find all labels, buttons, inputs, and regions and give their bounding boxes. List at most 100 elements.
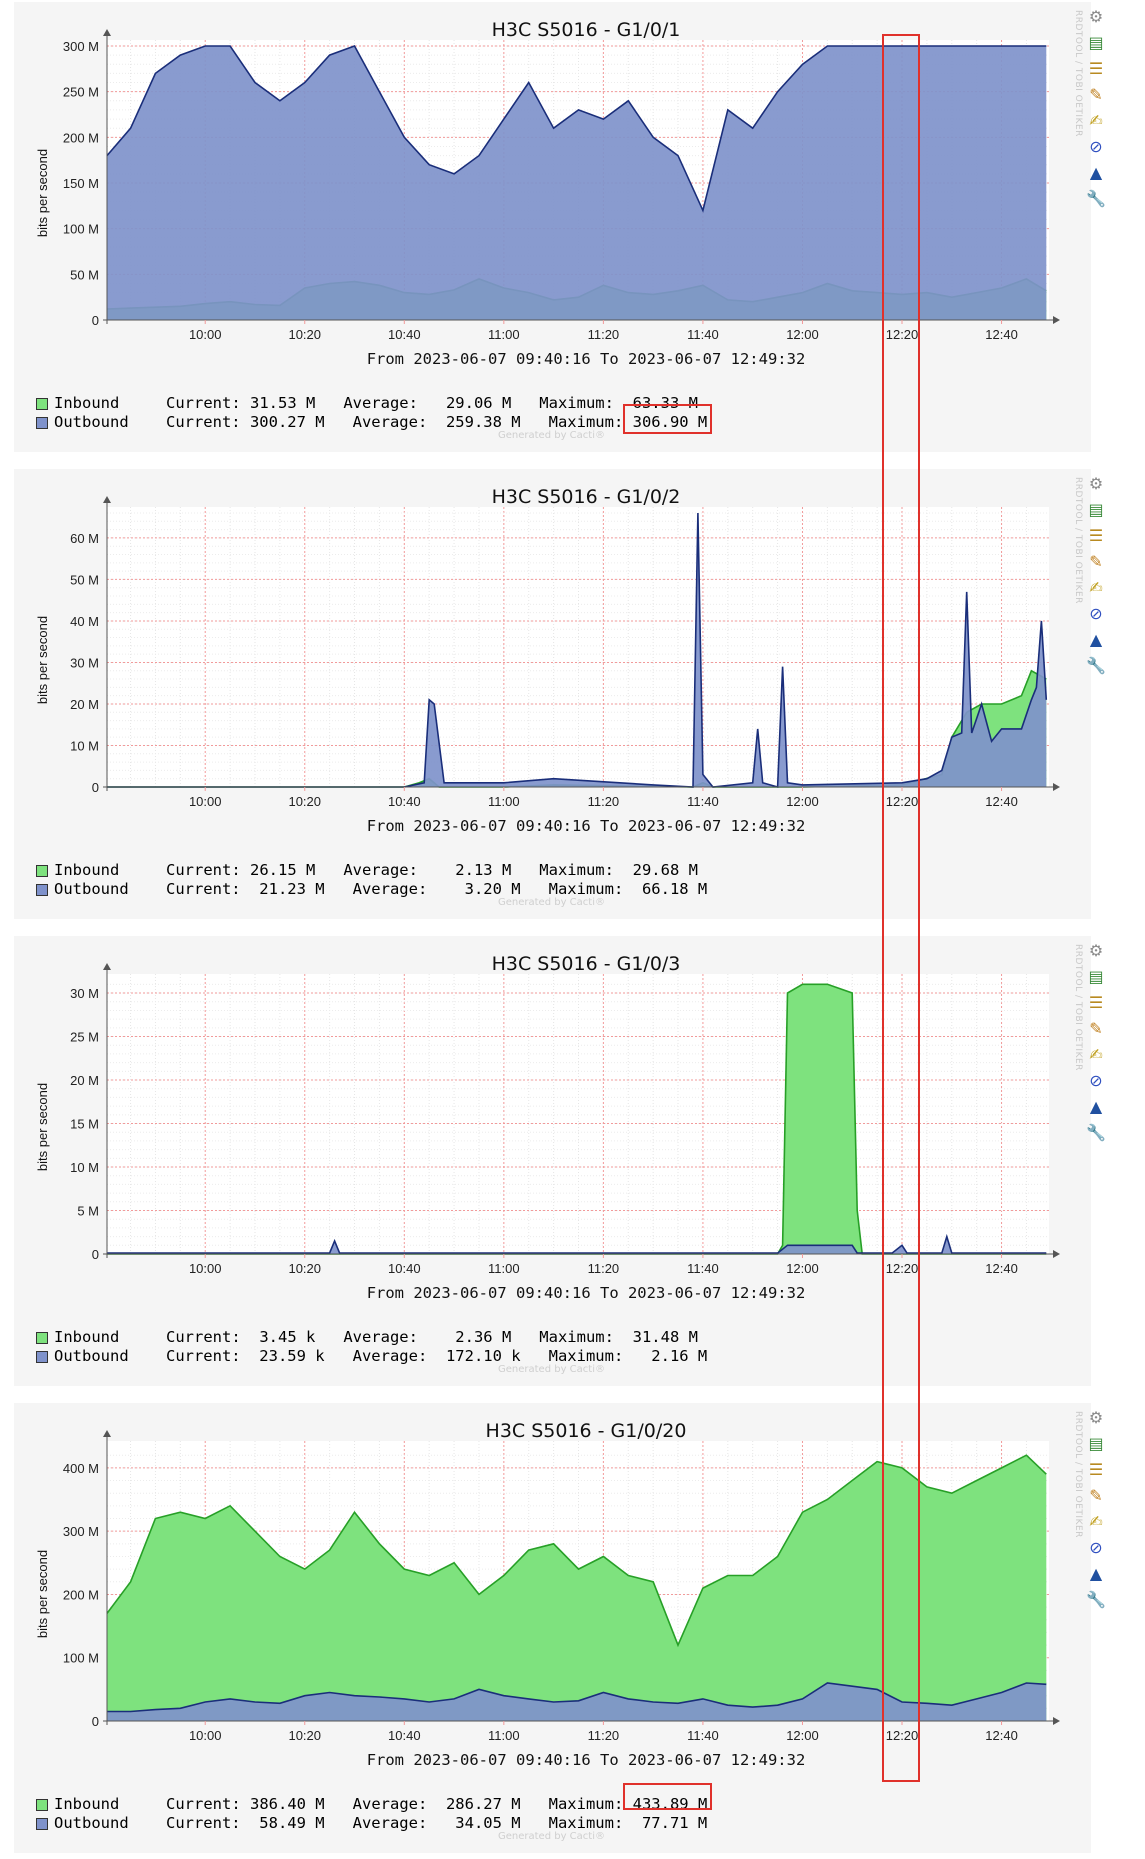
list-icon[interactable]: ☰ [1088,992,1104,1012]
y-axis-label: bits per second [35,1550,50,1638]
wrench-icon[interactable]: 🔧 [1086,655,1106,675]
x-tick-label: 12:00 [786,794,819,809]
highlight-column-1220 [882,34,920,1782]
chart-g1-0-3[interactable]: 0 5 M 10 M 15 M 20 M 25 M 30 M 10:00 10:20 10:40 1… [14,936,1091,1386]
x-tick-label: 11:20 [588,1261,620,1276]
realtime-icon[interactable]: ▲ [1089,1563,1103,1583]
graph-export-icon[interactable]: ▤ [1088,966,1104,986]
gear-icon[interactable]: ⚙ [1088,1407,1104,1427]
maximum-label: Maximum: [539,1328,614,1346]
graph-export-icon[interactable]: ▤ [1088,499,1104,519]
list-icon[interactable]: ☰ [1088,58,1104,78]
chart-title: H3C S5016 - G1/0/20 [486,1420,687,1442]
edit-template-icon[interactable]: ✍ [1089,110,1103,130]
maximum-label: Maximum: [539,861,614,879]
inbound-maximum: 29.68 M [613,861,698,879]
y-axis-label: bits per second [35,616,50,704]
edit-template-icon[interactable]: ✍ [1089,577,1103,597]
wrench-icon[interactable]: 🔧 [1086,1589,1106,1609]
generated-by-text: Generated by Cacti® [498,430,605,441]
graph-panel-g1-0-20: 0 100 M 200 M 300 M 400 M 10:00 10:20 10:40 11:0… [14,1403,1091,1853]
outbound-line [107,512,1048,789]
x-tick-label: 12:40 [985,794,1018,809]
outbound-current: 23.59 k [240,1347,325,1365]
graph-export-icon[interactable]: ▤ [1088,32,1104,52]
wrench-icon[interactable]: 🔧 [1086,1122,1106,1142]
edit-icon[interactable]: ✎ [1089,1485,1103,1505]
graph-actions-1: ⚙ ▤ ☰ ✎ ✍ ⊘ ▲ 🔧 [1086,6,1110,214]
inbound-swatch [36,864,48,877]
inbound-swatch [36,1331,48,1344]
y-tick-label: 300 M [63,1524,99,1539]
outbound-swatch [36,883,48,896]
y-tick-label: 150 M [63,176,99,191]
realtime-icon[interactable]: ▲ [1089,1096,1103,1116]
rrdtool-text: RRDTOOL / TOBI OETIKER [1073,1411,1083,1538]
graph-actions-3: ⚙ ▤ ☰ ✎ ✍ ⊘ ▲ 🔧 [1086,940,1110,1148]
zoom-icon[interactable]: ⊘ [1089,1537,1103,1557]
y-tick-label: 0 [92,1247,99,1262]
chart-g1-0-1[interactable]: 0 50 M 100 M 150 M 200 M 250 M 300 M 10:00 10:20… [14,2,1091,452]
realtime-icon[interactable]: ▲ [1089,629,1103,649]
wrench-icon[interactable]: 🔧 [1086,188,1106,208]
outbound-maximum: 77.71 M [623,1814,708,1832]
y-tick-label: 20 M [70,697,99,712]
list-icon[interactable]: ☰ [1088,525,1104,545]
zoom-icon[interactable]: ⊘ [1089,603,1103,623]
inbound-swatch [36,397,48,410]
outbound-area [107,1236,1047,1254]
x-tick-label: 11:00 [488,1261,520,1276]
legend-inbound-label: Inbound [54,1795,120,1813]
y-axis-label: bits per second [35,149,50,237]
edit-template-icon[interactable]: ✍ [1089,1511,1103,1531]
outbound-average: 259.38 M [427,413,521,431]
inbound-line [107,983,1047,1255]
inbound-average: 29.06 M [417,394,512,412]
outbound-swatch [36,1350,48,1363]
realtime-icon[interactable]: ▲ [1089,162,1103,182]
outbound-maximum: 66.18 M [623,880,708,898]
zoom-icon[interactable]: ⊘ [1089,136,1103,156]
average-label: Average: [352,880,428,898]
average-label: Average: [343,861,418,879]
gear-icon[interactable]: ⚙ [1088,473,1104,493]
y-tick-label: 40 M [70,614,99,629]
maximum-label: Maximum: [548,880,624,898]
x-tick-label: 10:20 [288,1261,321,1276]
x-tick-label: 12:20 [886,794,919,809]
x-tick-label: 10:20 [288,794,321,809]
graph-export-icon[interactable]: ▤ [1088,1433,1104,1453]
current-label: Current: [165,880,241,898]
list-icon[interactable]: ☰ [1088,1459,1104,1479]
outbound-swatch [36,416,48,429]
x-tick-label: 10:40 [388,794,421,809]
outbound-line [107,1233,1047,1254]
x-tick-label: 12:00 [786,327,819,342]
legend-inbound: Inbound Current: 386.40 M Average: 286.2… [36,1795,707,1814]
legend-outbound-label: Outbound [54,413,129,431]
generated-by-text: Generated by Cacti® [498,1364,605,1375]
x-tick-label: 12:20 [886,1261,919,1276]
time-range: From 2023-06-07 09:40:16 To 2023-06-07 1… [367,1751,806,1769]
edit-icon[interactable]: ✎ [1089,1018,1103,1038]
gear-icon[interactable]: ⚙ [1088,6,1104,26]
chart-g1-0-20[interactable]: 0 100 M 200 M 300 M 400 M 10:00 10:20 10:40 11:0… [14,1403,1091,1853]
x-axis-arrow [1053,1717,1060,1725]
edit-icon[interactable]: ✎ [1089,551,1103,571]
y-tick-label: 300 M [63,39,99,54]
x-tick-label: 11:20 [588,1728,620,1743]
edit-template-icon[interactable]: ✍ [1089,1044,1103,1064]
legend-outbound-label: Outbound [54,880,129,898]
x-tick-label: 10:00 [189,1728,222,1743]
gear-icon[interactable]: ⚙ [1088,940,1104,960]
maximum-label: Maximum: [548,1347,624,1365]
edit-icon[interactable]: ✎ [1089,84,1103,104]
legend: Inbound Current: 31.53 M Average: 29.06 … [36,394,707,432]
y-tick-label: 100 M [63,222,99,237]
plot-background [107,507,1049,787]
y-tick-label: 200 M [63,130,99,145]
inbound-average: 2.13 M [417,861,512,879]
y-tick-label: 200 M [63,1587,99,1602]
chart-g1-0-2[interactable]: 0 10 M 20 M 30 M 40 M 50 M 60 M 10:00 10:20 10:40… [14,469,1091,919]
zoom-icon[interactable]: ⊘ [1089,1070,1103,1090]
